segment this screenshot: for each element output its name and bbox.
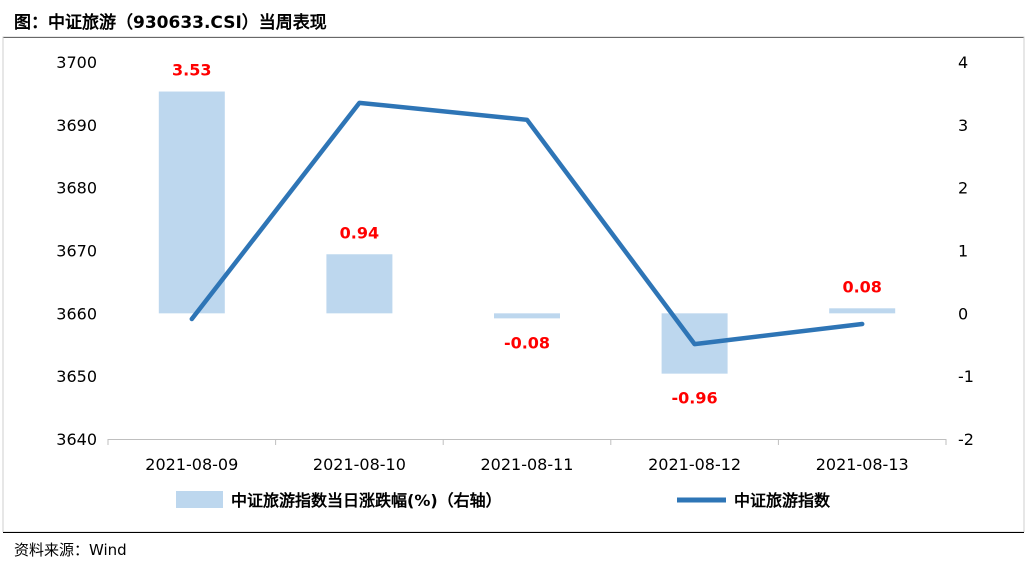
figure-title: 图：中证旅游（930633.CSI）当周表现 <box>14 13 327 33</box>
bar-data-label: -0.96 <box>672 389 718 408</box>
bar <box>326 254 393 314</box>
plot-frame <box>2 36 1025 532</box>
data-labels: 3.53 0.94 -0.08 -0.96 0.08 <box>172 61 882 408</box>
y-right-tick-label: 4 <box>958 53 968 72</box>
y-left-tick-label: 3690 <box>56 116 97 135</box>
x-tick-label: 2021-08-11 <box>481 455 574 474</box>
y-right-tick-label: 2 <box>958 179 968 198</box>
y-right-tick-label: -2 <box>958 430 974 449</box>
bar-series <box>158 91 896 374</box>
source-divider <box>3 532 1024 533</box>
legend-bar-swatch <box>176 491 223 508</box>
x-tick-label: 2021-08-10 <box>313 455 406 474</box>
y-left-tick-label: 3640 <box>56 430 97 449</box>
x-tick-label: 2021-08-13 <box>816 455 909 474</box>
bar-data-label: 0.94 <box>340 223 379 242</box>
bar-data-label: -0.08 <box>504 333 550 352</box>
y-left-tick-label: 3660 <box>56 304 97 323</box>
chart: 3700 3690 3680 3670 3660 3650 3640 4 3 2 1 0 -1 -2 202… <box>2 36 1025 532</box>
bar <box>829 308 896 314</box>
legend: 中证旅游指数当日涨跌幅(%)（右轴） 中证旅游指数 <box>176 491 831 510</box>
legend-line-label: 中证旅游指数 <box>734 491 831 510</box>
bar-data-label: 0.08 <box>842 277 881 296</box>
axes: 3700 3690 3680 3670 3660 3650 3640 4 3 2 1 0 -1 -2 202… <box>56 53 974 474</box>
y-right-tick-label: 0 <box>958 304 968 323</box>
y-left-tick-label: 3670 <box>56 242 97 261</box>
y-right-tick-label: -1 <box>958 367 974 386</box>
y-right-tick-label: 3 <box>958 116 968 135</box>
y-left-tick-label: 3680 <box>56 179 97 198</box>
y-right-tick-label: 1 <box>958 242 968 261</box>
source-note: 资料来源：Wind <box>14 541 127 559</box>
line-series <box>189 100 865 347</box>
legend-bar-label: 中证旅游指数当日涨跌幅(%)（右轴） <box>231 491 502 510</box>
y-left-tick-label: 3700 <box>56 53 97 72</box>
index-line <box>189 100 865 347</box>
x-tick-label: 2021-08-09 <box>145 455 238 474</box>
x-tick-label: 2021-08-12 <box>648 455 741 474</box>
bar <box>494 313 560 319</box>
bar-data-label: 3.53 <box>172 61 211 80</box>
bar <box>158 91 225 314</box>
y-left-tick-label: 3650 <box>56 367 97 386</box>
